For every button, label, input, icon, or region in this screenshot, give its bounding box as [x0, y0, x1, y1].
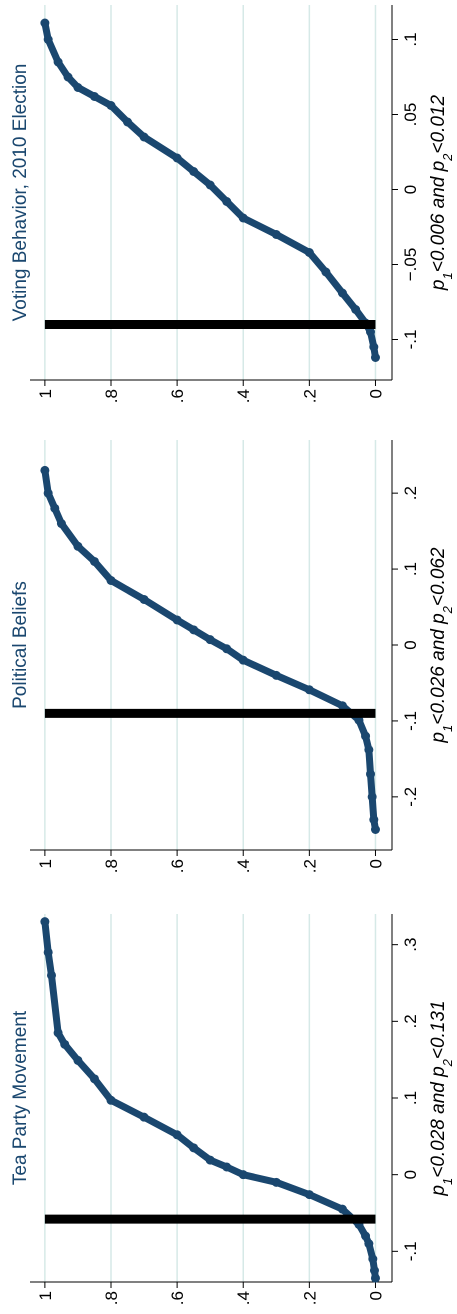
x-tick-label: -.1: [401, 711, 420, 731]
note-part: 2: [440, 605, 455, 614]
y-tick-label: .2: [300, 859, 319, 873]
x-tick-label: -.2: [401, 787, 420, 807]
note-part: p: [428, 732, 449, 744]
note-part: <0.026 and p: [428, 613, 449, 724]
y-tick-label: .4: [234, 859, 253, 873]
x-tick-label: .2: [401, 1014, 420, 1028]
note-part: 2: [440, 153, 455, 162]
panel-title: Tea Party Movement: [10, 1010, 31, 1185]
y-tick-label: .6: [168, 389, 187, 403]
rotated-figure: Tea Party Movement0.2.4.6.81-.10.1.2.3p1…: [10, 5, 455, 1305]
y-tick-label: .4: [234, 389, 253, 403]
p-value-note: p1<0.006 and p2<0.012: [428, 94, 455, 291]
y-tick-label: 0: [366, 859, 385, 868]
note-part: 1: [440, 725, 455, 732]
y-tick-label: 1: [36, 1291, 55, 1300]
y-tick-label: 0: [366, 1291, 385, 1300]
y-tick-label: .8: [102, 389, 121, 403]
x-tick-label: 0: [401, 185, 420, 194]
panel-title: Political Beliefs: [10, 581, 31, 709]
x-tick-label: .1: [401, 32, 420, 46]
note-part: <0.012: [428, 94, 449, 153]
note-part: <0.131: [428, 1000, 449, 1059]
x-tick-label: -.1: [401, 330, 420, 350]
x-tick-label: .3: [401, 938, 420, 952]
cdf-line: [41, 22, 379, 359]
note-part: p: [428, 1185, 449, 1197]
panel-title: Voting Behavior, 2010 Election: [10, 64, 31, 322]
y-tick-label: .2: [300, 389, 319, 403]
x-tick-label: .1: [401, 1091, 420, 1105]
x-tick-label: .1: [401, 562, 420, 576]
x-tick-label: .2: [401, 486, 420, 500]
note-part: p: [428, 280, 449, 292]
cdf-line: [41, 469, 379, 831]
note-part: <0.028 and p: [428, 1066, 449, 1177]
y-tick-label: 1: [36, 859, 55, 868]
y-tick-label: .6: [168, 1291, 187, 1305]
p-value-note: p1<0.028 and p2<0.131: [428, 1000, 455, 1196]
note-part: <0.006 and p: [428, 161, 449, 272]
y-tick-label: .4: [234, 1291, 253, 1305]
x-tick-label: 0: [401, 1170, 420, 1179]
note-part: 1: [440, 1178, 455, 1185]
x-tick-label: -.1: [401, 1241, 420, 1261]
y-tick-label: 1: [36, 389, 55, 398]
x-tick-label: .05: [401, 103, 420, 127]
y-tick-label: .2: [300, 1291, 319, 1305]
p-value-note: p1<0.026 and p2<0.062: [428, 547, 455, 744]
note-part: 2: [440, 1058, 455, 1067]
x-tick-label: −.05: [401, 248, 420, 282]
y-tick-label: .6: [168, 859, 187, 873]
y-tick-label: .8: [102, 1291, 121, 1305]
cdf-line: [41, 921, 379, 1279]
note-part: <0.062: [428, 547, 449, 606]
note-part: 1: [440, 272, 455, 279]
x-tick-label: 0: [401, 640, 420, 649]
y-tick-label: .8: [102, 859, 121, 873]
y-tick-label: 0: [366, 389, 385, 398]
